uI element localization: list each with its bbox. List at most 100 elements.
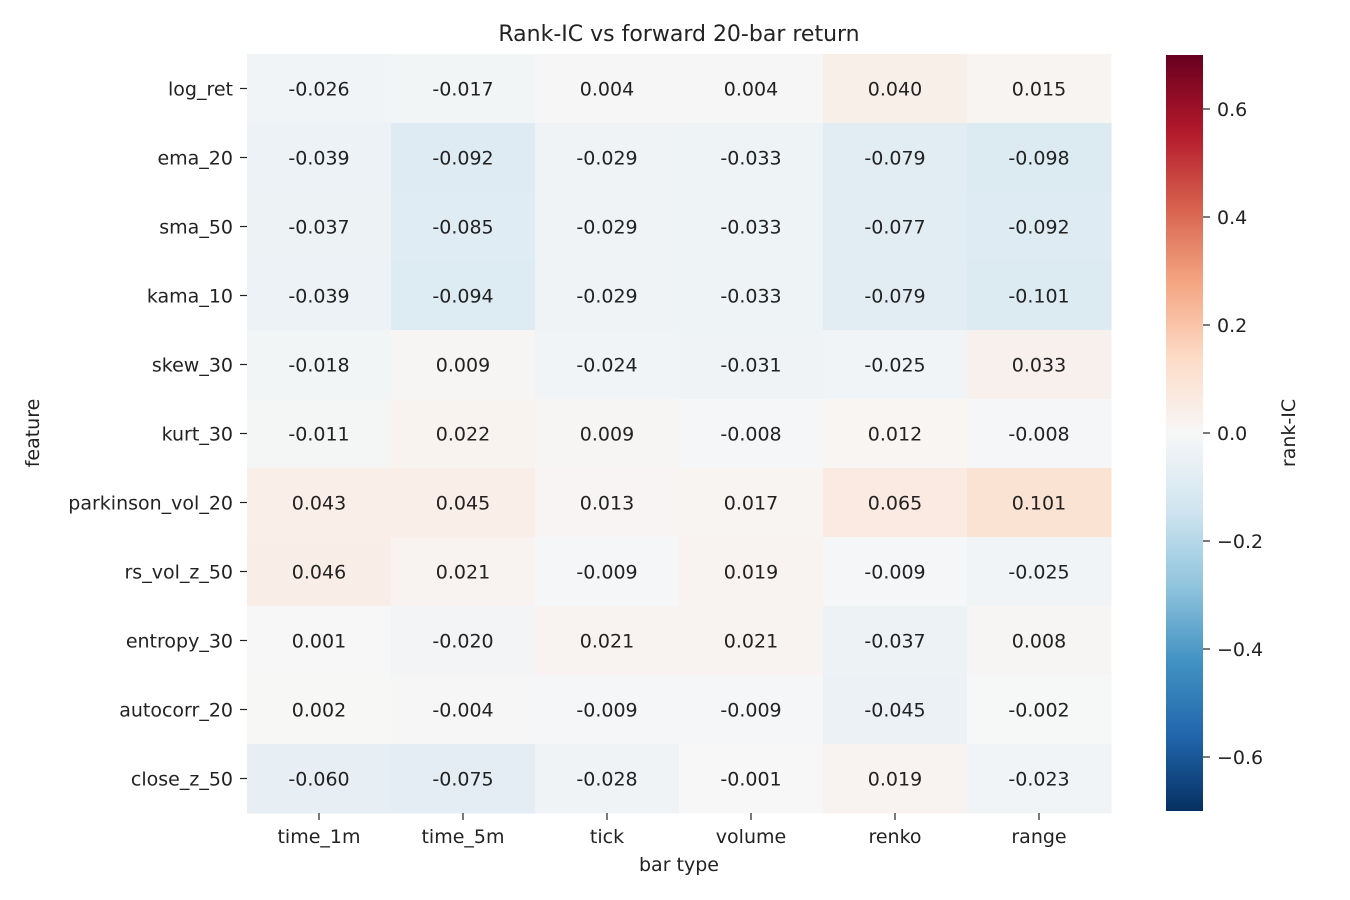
heatmap-cell (967, 192, 1112, 262)
cell-value-label: -0.033 (720, 148, 781, 170)
heatmap-cell (535, 123, 680, 193)
cell-value-label: 0.101 (1012, 493, 1066, 515)
cell-value-label: -0.026 (288, 79, 349, 101)
cell-value-label: -0.029 (576, 217, 637, 239)
heatmap-cell (967, 399, 1112, 469)
cell-value-label: 0.043 (292, 493, 346, 515)
cell-value-label: -0.077 (864, 217, 925, 239)
y-tick-label: rs_vol_z_50 (124, 562, 233, 584)
cell-value-label: 0.022 (436, 424, 490, 446)
heatmap-cell (967, 261, 1112, 331)
cell-value-label: -0.009 (864, 562, 925, 584)
cell-value-label: 0.019 (724, 562, 778, 584)
heatmap-cell (823, 123, 968, 193)
cell-value-label: -0.011 (288, 424, 349, 446)
cell-value-label: -0.009 (576, 562, 637, 584)
x-axis-label: bar type (639, 854, 719, 876)
colorbar-tick-label: 0.6 (1217, 99, 1247, 121)
heatmap-cell (679, 744, 824, 814)
x-tick-label: renko (868, 826, 921, 848)
heatmap-cell (535, 192, 680, 262)
heatmap-cell (679, 192, 824, 262)
heatmap-cell (391, 744, 536, 814)
colorbar-tick-label: 0.2 (1217, 315, 1247, 337)
x-tick-label: time_5m (421, 826, 504, 848)
heatmap-cell (247, 192, 392, 262)
cell-value-label: -0.020 (432, 631, 493, 653)
y-tick-label: autocorr_20 (119, 700, 233, 722)
cell-value-label: -0.075 (432, 769, 493, 791)
heatmap-cell (967, 537, 1112, 607)
heatmap-cell (823, 606, 968, 676)
chart-title: Rank-IC vs forward 20-bar return (498, 22, 859, 47)
heatmap-cell (679, 330, 824, 400)
cell-value-label: 0.021 (580, 631, 634, 653)
heatmap-cell (391, 468, 536, 538)
heatmap-cell (391, 675, 536, 745)
cell-value-label: -0.039 (288, 148, 349, 170)
heatmap-cell (247, 330, 392, 400)
colorbar-tick-label: −0.6 (1217, 747, 1263, 769)
heatmap-cell (391, 261, 536, 331)
heatmap-cell (823, 261, 968, 331)
cell-value-label: -0.009 (576, 700, 637, 722)
cell-value-label: 0.004 (724, 79, 778, 101)
cell-value-label: 0.002 (292, 700, 346, 722)
colorbar-tick-label: 0.4 (1217, 207, 1247, 229)
heatmap-cell (679, 606, 824, 676)
y-axis-label: feature (22, 399, 44, 468)
cell-value-label: -0.002 (1008, 700, 1069, 722)
x-tick-label: time_1m (277, 826, 360, 848)
heatmap-cell (823, 744, 968, 814)
heatmap-cell (823, 537, 968, 607)
cell-value-label: 0.019 (868, 769, 922, 791)
cell-value-label: -0.079 (864, 148, 925, 170)
cell-value-label: 0.004 (580, 79, 634, 101)
cell-value-label: -0.031 (720, 355, 781, 377)
y-tick-label: kama_10 (147, 286, 233, 308)
heatmap-cell (967, 675, 1112, 745)
cell-value-label: -0.029 (576, 286, 637, 308)
y-tick-label: ema_20 (157, 148, 233, 170)
cell-value-label: -0.092 (432, 148, 493, 170)
cell-value-label: -0.001 (720, 769, 781, 791)
cell-value-label: 0.045 (436, 493, 490, 515)
heatmap-cell (247, 123, 392, 193)
heatmap-cell (823, 330, 968, 400)
heatmap-cell (391, 192, 536, 262)
cell-value-label: -0.018 (288, 355, 349, 377)
colorbar-label: rank-IC (1278, 399, 1300, 467)
heatmap-cell (967, 123, 1112, 193)
colorbar-tick-label: −0.4 (1217, 639, 1263, 661)
colorbar-scale (1166, 55, 1203, 811)
heatmap-cells (247, 54, 1112, 814)
cell-value-label: 0.021 (724, 631, 778, 653)
y-tick-label: close_z_50 (131, 769, 233, 791)
heatmap-cell (535, 744, 680, 814)
cell-value-label: -0.101 (1008, 286, 1069, 308)
cell-value-label: 0.009 (436, 355, 490, 377)
heatmap-cell (247, 744, 392, 814)
heatmap-cell (391, 123, 536, 193)
cell-value-label: -0.025 (1008, 562, 1069, 584)
cell-value-label: -0.017 (432, 79, 493, 101)
x-tick-label: tick (590, 826, 624, 848)
cell-value-label: 0.001 (292, 631, 346, 653)
heatmap-cell (679, 468, 824, 538)
heatmap-cell (679, 261, 824, 331)
heatmap-cell (823, 399, 968, 469)
cell-value-label: 0.021 (436, 562, 490, 584)
heatmap-cell (535, 606, 680, 676)
y-tick-label: sma_50 (159, 217, 233, 239)
colorbar-tick-label: −0.2 (1217, 531, 1263, 553)
y-tick-label: parkinson_vol_20 (68, 493, 233, 515)
cell-value-label: 0.015 (1012, 79, 1066, 101)
cell-value-label: -0.045 (864, 700, 925, 722)
cell-value-label: -0.028 (576, 769, 637, 791)
heatmap-cell (535, 537, 680, 607)
heatmap-cell (535, 261, 680, 331)
heatmap-cell (679, 123, 824, 193)
heatmap-cell (823, 468, 968, 538)
heatmap-cell (391, 606, 536, 676)
